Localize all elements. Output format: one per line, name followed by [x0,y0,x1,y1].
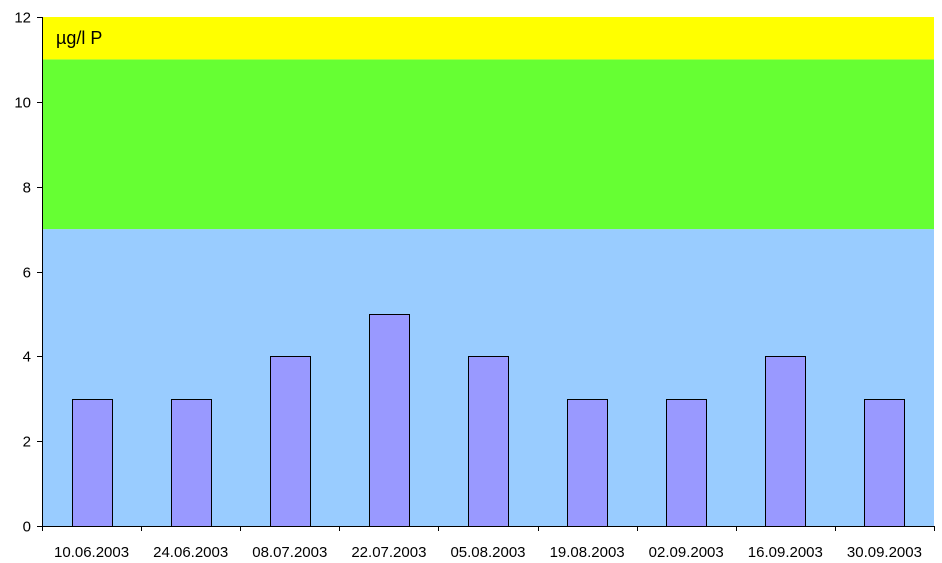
bar [765,356,806,527]
y-tick-label: 4 [23,349,31,366]
band-2 [42,17,934,60]
y-tick-label: 6 [23,265,31,282]
bar [270,356,311,527]
x-tick-label: 08.07.2003 [252,544,327,561]
bar [72,399,113,527]
unit-label: µg/l P [56,28,102,48]
x-tick-label: 19.08.2003 [550,544,625,561]
band-1 [42,59,934,230]
bar [567,399,608,527]
bar [864,399,905,527]
y-axis-ticks: 0 2 4 6 8 10 12 [14,10,42,536]
x-tick-label: 22.07.2003 [351,544,426,561]
bars [72,314,905,527]
y-tick-label: 10 [14,95,31,112]
axes [42,17,934,527]
y-tick-label: 0 [23,519,31,536]
bar [369,314,410,527]
y-tick-label: 2 [23,434,31,451]
x-tick-label: 24.06.2003 [153,544,228,561]
x-tick-label: 02.09.2003 [649,544,724,561]
x-tick-label: 30.09.2003 [847,544,922,561]
y-tick-label: 12 [14,10,31,27]
bar [666,399,707,527]
x-tick-label: 05.08.2003 [450,544,525,561]
bar [171,399,212,527]
y-tick-label: 8 [23,180,31,197]
x-tick-label: 16.09.2003 [748,544,823,561]
bar [468,356,509,527]
x-axis-ticks: 10.06.2003 24.06.2003 08.07.2003 22.07.2003… [42,526,935,561]
x-tick-label: 10.06.2003 [54,544,129,561]
